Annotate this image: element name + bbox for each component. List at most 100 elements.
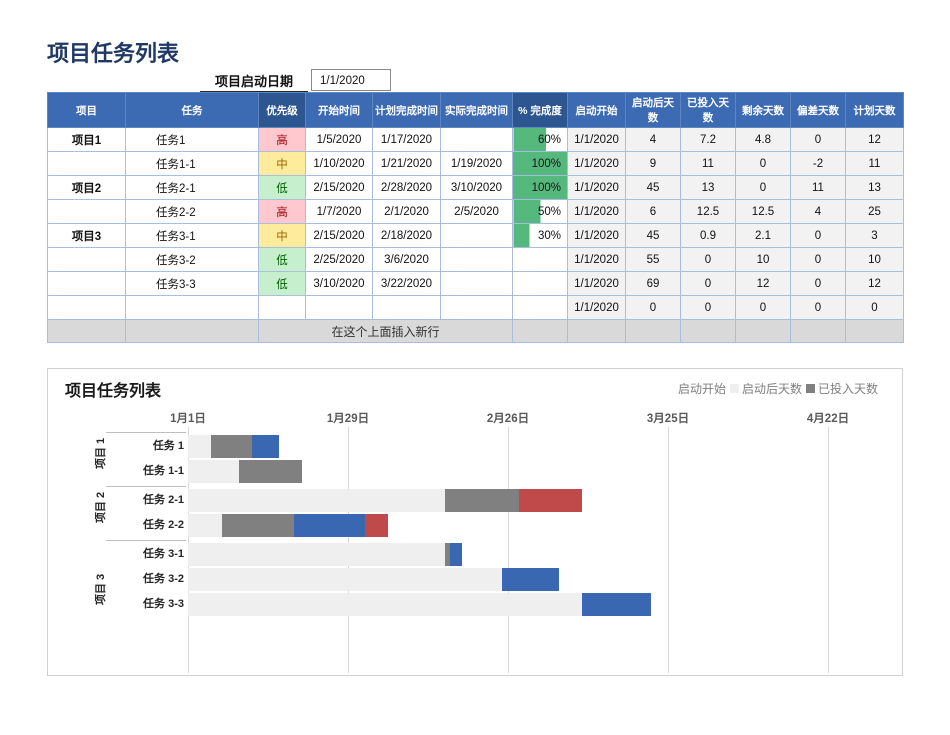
- table-cell[interactable]: 10: [845, 247, 904, 272]
- table-cell[interactable]: 任务2-1: [125, 175, 259, 200]
- table-cell[interactable]: 3/10/2020: [305, 271, 373, 296]
- table-cell[interactable]: 高: [258, 127, 306, 152]
- table-cell[interactable]: 100%: [512, 151, 568, 176]
- table-cell[interactable]: 11: [680, 151, 736, 176]
- table-cell[interactable]: 2/5/2020: [440, 199, 513, 224]
- table-cell[interactable]: 任务1: [125, 127, 259, 152]
- table-cell[interactable]: 50%: [512, 199, 568, 224]
- table-cell[interactable]: 0: [790, 223, 846, 248]
- table-cell[interactable]: 项目2: [47, 175, 126, 200]
- table-cell[interactable]: 1/1/2020: [567, 199, 626, 224]
- table-cell[interactable]: 2/28/2020: [372, 175, 441, 200]
- table-cell[interactable]: 0: [680, 295, 736, 320]
- table-cell[interactable]: 1/1/2020: [567, 295, 626, 320]
- table-cell[interactable]: 4: [625, 127, 681, 152]
- table-cell[interactable]: 12: [735, 271, 791, 296]
- table-cell[interactable]: 任务3-3: [125, 271, 259, 296]
- table-cell[interactable]: 30%: [512, 223, 568, 248]
- table-cell[interactable]: [512, 247, 568, 272]
- table-cell[interactable]: 69: [625, 271, 681, 296]
- table-cell[interactable]: 100%: [512, 175, 568, 200]
- table-cell[interactable]: 0: [735, 175, 791, 200]
- table-cell[interactable]: 13: [680, 175, 736, 200]
- table-cell[interactable]: [372, 295, 441, 320]
- insert-new-row-hint[interactable]: 在这个上面插入新行: [258, 319, 513, 343]
- table-cell[interactable]: 任务2-2: [125, 199, 259, 224]
- table-cell[interactable]: 13: [845, 175, 904, 200]
- table-cell[interactable]: 4.8: [735, 127, 791, 152]
- table-cell[interactable]: 1/1/2020: [567, 247, 626, 272]
- table-cell[interactable]: 3/10/2020: [440, 175, 513, 200]
- table-cell[interactable]: 0: [680, 271, 736, 296]
- table-cell[interactable]: 1/1/2020: [567, 151, 626, 176]
- table-cell[interactable]: 9: [625, 151, 681, 176]
- table-cell[interactable]: [47, 199, 126, 224]
- table-cell[interactable]: [512, 271, 568, 296]
- table-cell[interactable]: 1/1/2020: [567, 271, 626, 296]
- table-cell[interactable]: 4: [790, 199, 846, 224]
- table-cell[interactable]: [440, 247, 513, 272]
- table-cell[interactable]: 1/19/2020: [440, 151, 513, 176]
- table-cell[interactable]: 1/1/2020: [567, 175, 626, 200]
- table-cell[interactable]: 45: [625, 175, 681, 200]
- table-cell[interactable]: 11: [845, 151, 904, 176]
- table-cell[interactable]: 1/1/2020: [567, 127, 626, 152]
- table-cell[interactable]: 1/1/2020: [567, 223, 626, 248]
- project-start-date-input[interactable]: 1/1/2020: [311, 69, 391, 91]
- table-cell[interactable]: 0: [735, 295, 791, 320]
- table-cell[interactable]: [47, 151, 126, 176]
- table-cell[interactable]: 2.1: [735, 223, 791, 248]
- table-cell[interactable]: 10: [735, 247, 791, 272]
- table-cell[interactable]: 1/17/2020: [372, 127, 441, 152]
- table-cell[interactable]: [305, 295, 373, 320]
- table-cell[interactable]: 任务3-2: [125, 247, 259, 272]
- table-cell[interactable]: 25: [845, 199, 904, 224]
- table-cell[interactable]: 1/10/2020: [305, 151, 373, 176]
- table-cell[interactable]: 任务1-1: [125, 151, 259, 176]
- table-cell[interactable]: [125, 295, 259, 320]
- table-cell[interactable]: 2/15/2020: [305, 175, 373, 200]
- table-cell[interactable]: 中: [258, 151, 306, 176]
- table-cell[interactable]: 45: [625, 223, 681, 248]
- table-cell[interactable]: 0: [735, 151, 791, 176]
- table-cell[interactable]: 7.2: [680, 127, 736, 152]
- table-cell[interactable]: 12: [845, 271, 904, 296]
- table-cell[interactable]: 0: [845, 295, 904, 320]
- table-cell[interactable]: 0.9: [680, 223, 736, 248]
- table-cell[interactable]: [440, 223, 513, 248]
- table-cell[interactable]: 12: [845, 127, 904, 152]
- table-cell[interactable]: 中: [258, 223, 306, 248]
- table-cell[interactable]: -2: [790, 151, 846, 176]
- table-cell[interactable]: [440, 127, 513, 152]
- table-cell[interactable]: 3/6/2020: [372, 247, 441, 272]
- table-cell[interactable]: 2/1/2020: [372, 199, 441, 224]
- table-cell[interactable]: [47, 271, 126, 296]
- table-cell[interactable]: [47, 295, 126, 320]
- table-cell[interactable]: [440, 295, 513, 320]
- table-cell[interactable]: [258, 295, 306, 320]
- table-cell[interactable]: 任务3-1: [125, 223, 259, 248]
- table-cell[interactable]: 1/21/2020: [372, 151, 441, 176]
- table-cell[interactable]: 1/5/2020: [305, 127, 373, 152]
- table-cell[interactable]: [512, 295, 568, 320]
- table-cell[interactable]: 3: [845, 223, 904, 248]
- table-cell[interactable]: 55: [625, 247, 681, 272]
- table-cell[interactable]: 6: [625, 199, 681, 224]
- table-cell[interactable]: 0: [790, 295, 846, 320]
- table-cell[interactable]: 2/25/2020: [305, 247, 373, 272]
- table-cell[interactable]: 12.5: [680, 199, 736, 224]
- table-cell[interactable]: 低: [258, 247, 306, 272]
- table-cell[interactable]: 0: [790, 271, 846, 296]
- table-cell[interactable]: 项目1: [47, 127, 126, 152]
- table-cell[interactable]: [47, 247, 126, 272]
- table-cell[interactable]: 0: [790, 127, 846, 152]
- table-cell[interactable]: [440, 271, 513, 296]
- table-cell[interactable]: 项目3: [47, 223, 126, 248]
- table-cell[interactable]: 低: [258, 271, 306, 296]
- table-cell[interactable]: 2/15/2020: [305, 223, 373, 248]
- table-cell[interactable]: 3/22/2020: [372, 271, 441, 296]
- table-cell[interactable]: 1/7/2020: [305, 199, 373, 224]
- table-cell[interactable]: 2/18/2020: [372, 223, 441, 248]
- table-cell[interactable]: 低: [258, 175, 306, 200]
- table-cell[interactable]: 高: [258, 199, 306, 224]
